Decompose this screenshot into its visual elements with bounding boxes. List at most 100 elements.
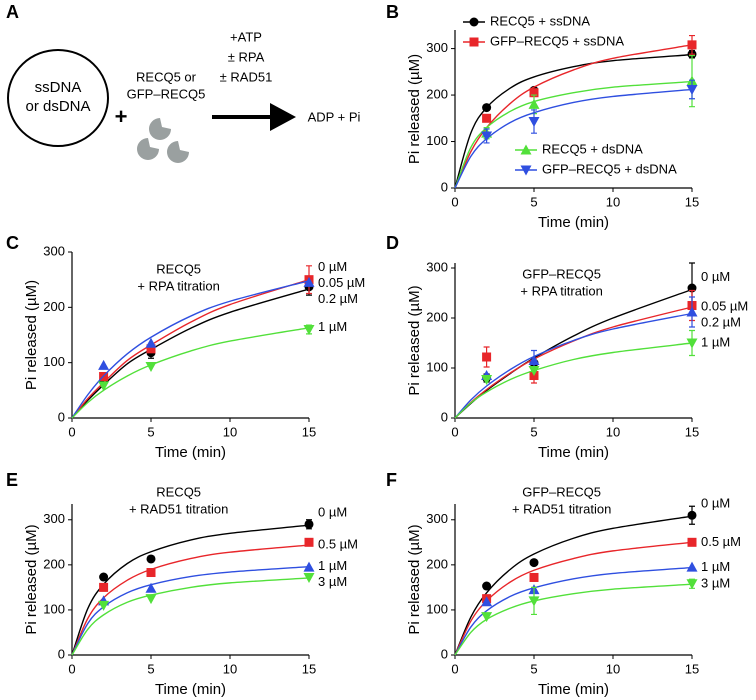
fit-curve bbox=[71, 544, 310, 656]
plus-sign: + bbox=[115, 104, 128, 129]
data-point bbox=[303, 561, 315, 572]
fit-curve bbox=[454, 53, 693, 189]
data-point bbox=[146, 568, 156, 578]
y-axis-label: Pi released (µM) bbox=[406, 285, 423, 395]
series-label: 0 µM bbox=[701, 269, 730, 284]
series-label: 0.5 µM bbox=[701, 534, 741, 549]
y-tick-label: 200 bbox=[426, 309, 448, 324]
data-point bbox=[686, 84, 698, 95]
fit-curve bbox=[454, 80, 693, 189]
data-point bbox=[146, 554, 156, 564]
series-label: 1 µM bbox=[701, 334, 730, 349]
data-point bbox=[482, 113, 492, 123]
x-tick-label: 0 bbox=[451, 194, 458, 209]
series-label: 3 µM bbox=[701, 576, 730, 591]
series-label: 0 µM bbox=[318, 259, 347, 274]
data-point bbox=[481, 596, 493, 607]
data-point bbox=[482, 581, 492, 591]
panel-label: A bbox=[6, 2, 19, 22]
legend-marker bbox=[469, 37, 479, 47]
fit-curve bbox=[454, 312, 693, 419]
data-point bbox=[687, 40, 697, 50]
x-tick-label: 15 bbox=[685, 194, 699, 209]
chart-panel: D 0 100 200 300 0 5 10 15 Time (min) Pi released (… bbox=[386, 233, 748, 461]
y-tick-label: 0 bbox=[58, 409, 65, 424]
series-label: 0.05 µM bbox=[701, 298, 748, 313]
substrate-text: or dsDNA bbox=[25, 98, 90, 115]
y-axis-label: Pi released (µM) bbox=[23, 280, 40, 390]
annotation: + RAD51 titration bbox=[512, 501, 611, 516]
data-point bbox=[687, 537, 697, 547]
fit-curve bbox=[71, 288, 310, 419]
y-tick-label: 100 bbox=[43, 354, 65, 369]
condition-text: +ATP bbox=[230, 29, 262, 44]
legend-marker bbox=[520, 144, 532, 155]
legend-label: RECQ5 + ssDNA bbox=[490, 13, 590, 28]
series-label: 0 µM bbox=[701, 496, 730, 511]
data-point bbox=[304, 537, 314, 547]
fit-curve bbox=[454, 342, 693, 419]
panel-label: B bbox=[386, 2, 399, 22]
data-point bbox=[529, 572, 539, 582]
series-label: 1 µM bbox=[318, 558, 347, 573]
data-point bbox=[686, 579, 698, 590]
y-tick-label: 300 bbox=[426, 511, 448, 526]
fit-curve bbox=[71, 278, 310, 419]
y-tick-label: 300 bbox=[43, 243, 65, 258]
series-label: 0.2 µM bbox=[701, 314, 741, 329]
annotation: + RPA titration bbox=[520, 283, 603, 298]
condition-text: ± RAD51 bbox=[220, 69, 273, 84]
x-axis-label: Time (min) bbox=[538, 444, 609, 461]
enzyme-text: RECQ5 or bbox=[136, 69, 197, 84]
y-tick-label: 100 bbox=[426, 133, 448, 148]
y-tick-label: 200 bbox=[426, 86, 448, 101]
y-tick-label: 0 bbox=[441, 409, 448, 424]
data-point bbox=[528, 98, 540, 109]
series-label: 0.2 µM bbox=[318, 291, 358, 306]
y-tick-label: 300 bbox=[426, 40, 448, 55]
y-axis-label: Pi released (µM) bbox=[406, 54, 423, 164]
annotation: RECQ5 bbox=[156, 261, 201, 276]
data-point bbox=[687, 510, 697, 520]
data-point bbox=[304, 519, 314, 529]
y-tick-label: 0 bbox=[441, 646, 448, 661]
x-tick-label: 10 bbox=[223, 661, 237, 676]
data-point bbox=[303, 572, 315, 583]
fit-curve bbox=[454, 44, 693, 189]
fit-curve bbox=[454, 306, 693, 419]
data-point bbox=[99, 582, 109, 592]
fit-curve bbox=[71, 280, 310, 419]
x-tick-label: 10 bbox=[223, 424, 237, 439]
x-tick-label: 0 bbox=[451, 661, 458, 676]
data-point bbox=[145, 594, 157, 605]
data-point bbox=[145, 582, 157, 593]
x-axis-label: Time (min) bbox=[538, 214, 609, 231]
legend-marker bbox=[469, 17, 479, 27]
data-point bbox=[686, 561, 698, 572]
data-point bbox=[686, 306, 698, 317]
series-label: 0.05 µM bbox=[318, 275, 365, 290]
annotation: GFP–RECQ5 bbox=[522, 266, 601, 281]
legend-marker bbox=[520, 165, 532, 176]
data-point bbox=[98, 600, 110, 611]
x-axis-label: Time (min) bbox=[155, 444, 226, 461]
legend-label: GFP–RECQ5 + ssDNA bbox=[490, 33, 624, 48]
data-point bbox=[528, 355, 540, 365]
substrate-circle bbox=[7, 49, 109, 147]
condition-text: ± RPA bbox=[228, 49, 265, 64]
data-point bbox=[528, 366, 540, 376]
chart-panel: C 0 100 200 300 0 5 10 15 Time (min) Pi released (… bbox=[6, 233, 365, 461]
x-tick-label: 0 bbox=[68, 661, 75, 676]
product-text: ADP + Pi bbox=[308, 109, 361, 124]
data-point bbox=[529, 88, 539, 98]
enzyme-text: GFP–RECQ5 bbox=[127, 86, 206, 101]
chart-panel: F 0 100 200 300 0 5 10 15 Time (min) Pi released (… bbox=[386, 470, 741, 698]
enzyme-icon bbox=[149, 118, 171, 140]
x-axis-label: Time (min) bbox=[538, 681, 609, 698]
y-tick-label: 100 bbox=[426, 359, 448, 374]
y-tick-label: 0 bbox=[441, 179, 448, 194]
data-point bbox=[146, 344, 156, 354]
data-point bbox=[481, 375, 493, 385]
series-label: 1 µM bbox=[701, 559, 730, 574]
